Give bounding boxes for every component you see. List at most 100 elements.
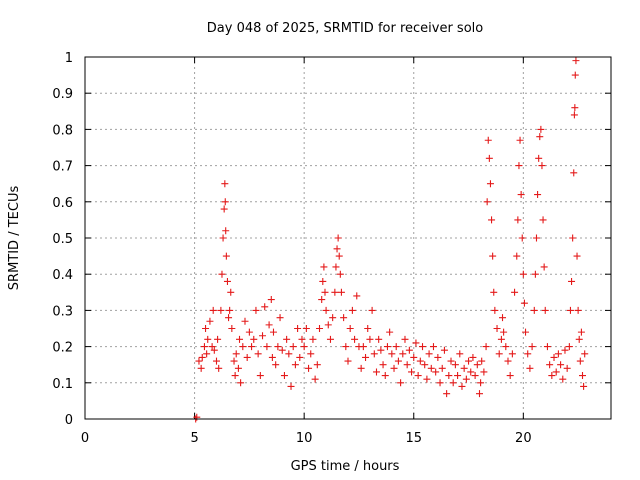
- x-tick-label: 15: [405, 431, 422, 446]
- data-point: [532, 234, 540, 242]
- data-point: [320, 263, 328, 271]
- data-point: [311, 375, 319, 383]
- data-point: [322, 306, 330, 314]
- data-point: [241, 317, 249, 325]
- data-point: [344, 357, 352, 365]
- data-point: [209, 306, 217, 314]
- data-point: [307, 350, 315, 358]
- data-point: [486, 180, 494, 188]
- data-point: [386, 328, 394, 336]
- data-point: [200, 343, 208, 351]
- data-point: [548, 372, 556, 380]
- data-point: [331, 288, 339, 296]
- data-point: [375, 335, 383, 343]
- data-point: [462, 375, 470, 383]
- data-point: [565, 343, 573, 351]
- data-point: [231, 372, 239, 380]
- data-point: [283, 335, 291, 343]
- data-point: [193, 413, 201, 421]
- data-point: [278, 346, 286, 354]
- data-point: [497, 335, 505, 343]
- data-point: [458, 382, 466, 390]
- data-point: [248, 343, 256, 351]
- y-tick-label: 1: [65, 51, 73, 66]
- data-point: [321, 288, 329, 296]
- data-point: [197, 364, 205, 372]
- data-point: [531, 270, 539, 278]
- data-point: [239, 343, 247, 351]
- data-point: [571, 104, 579, 112]
- data-point: [305, 364, 313, 372]
- data-point: [573, 252, 581, 260]
- data-point: [276, 314, 284, 322]
- data-point: [537, 125, 545, 133]
- data-point: [539, 216, 547, 224]
- data-point: [443, 390, 451, 398]
- data-point: [309, 335, 317, 343]
- data-point: [534, 191, 542, 199]
- grid-lines: [85, 57, 611, 419]
- data-point: [296, 353, 304, 361]
- x-tick-label: 20: [515, 431, 532, 446]
- data-point: [528, 343, 536, 351]
- data-point: [329, 314, 337, 322]
- data-point: [294, 325, 302, 332]
- data-point: [478, 357, 486, 365]
- data-point: [261, 303, 269, 311]
- data-point: [519, 270, 527, 278]
- data-point: [495, 350, 503, 358]
- data-point: [204, 335, 212, 343]
- data-point: [340, 314, 348, 322]
- data-point: [570, 111, 578, 119]
- data-point: [581, 350, 589, 358]
- data-point: [500, 328, 508, 336]
- y-tick-label: 0.1: [52, 377, 73, 392]
- data-point: [423, 375, 431, 383]
- data-point: [202, 325, 210, 332]
- data-point: [414, 372, 422, 380]
- data-point: [541, 306, 549, 314]
- y-tick-label: 0.5: [52, 232, 73, 247]
- data-point: [429, 343, 437, 351]
- data-point: [324, 321, 332, 329]
- data-point: [198, 353, 206, 361]
- data-point: [576, 357, 584, 365]
- data-point: [454, 372, 462, 380]
- data-point: [401, 335, 409, 343]
- data-point: [346, 325, 354, 332]
- plot-frame: [84, 56, 612, 420]
- data-point: [203, 350, 211, 358]
- x-axis-label: GPS time / hours: [291, 459, 400, 474]
- data-point: [460, 364, 468, 372]
- data-point: [366, 335, 374, 343]
- data-point: [434, 353, 442, 361]
- data-point: [575, 335, 583, 343]
- data-point: [485, 154, 493, 162]
- data-point: [572, 57, 580, 65]
- data-point: [392, 343, 400, 351]
- data-point: [285, 350, 293, 358]
- data-point: [476, 390, 483, 398]
- data-point: [291, 361, 299, 369]
- data-point: [563, 364, 571, 372]
- data-point: [517, 191, 525, 199]
- data-point: [227, 288, 235, 296]
- y-tick-label: 0.6: [52, 196, 73, 211]
- x-tick-label: 10: [296, 431, 313, 446]
- data-point: [493, 325, 501, 332]
- data-point: [546, 361, 554, 369]
- data-point: [316, 325, 324, 332]
- data-point: [336, 270, 344, 278]
- data-point: [524, 350, 532, 358]
- data-point: [353, 292, 361, 300]
- data-point: [526, 364, 534, 372]
- data-point: [219, 234, 227, 242]
- data-point: [195, 357, 203, 365]
- data-point: [482, 343, 490, 351]
- data-point: [269, 328, 277, 336]
- data-point: [256, 372, 264, 380]
- data-point: [218, 270, 226, 278]
- data-point: [477, 379, 485, 387]
- data-point: [473, 361, 481, 369]
